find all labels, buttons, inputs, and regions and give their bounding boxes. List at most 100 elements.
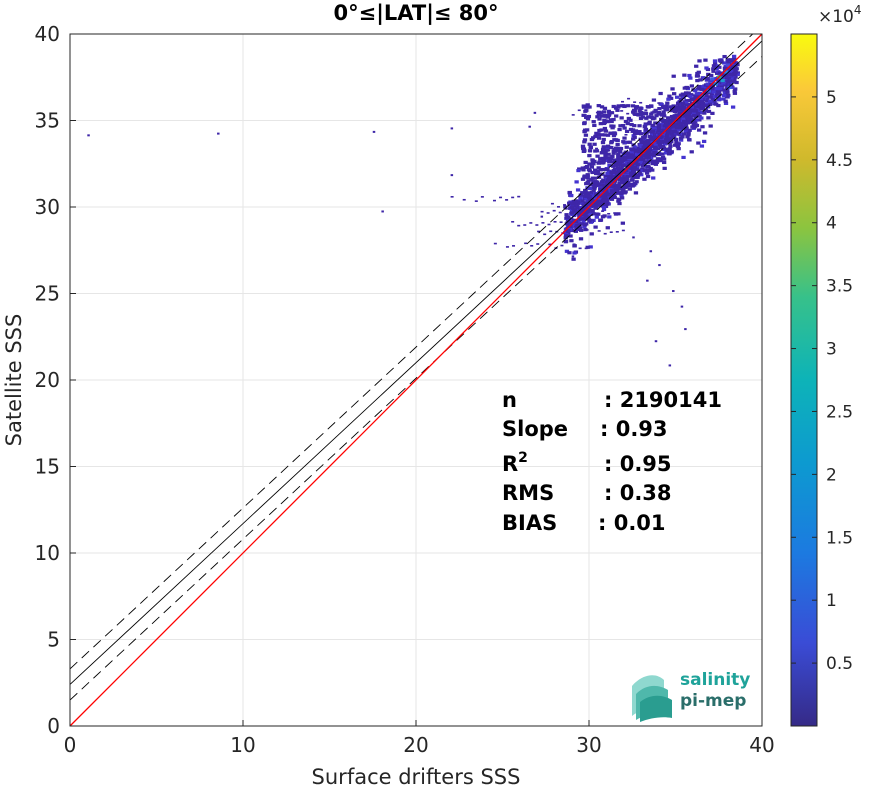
- density-cell: [644, 116, 649, 120]
- density-cell: [588, 146, 594, 150]
- density-cell: [604, 181, 610, 185]
- density-cell: [725, 58, 730, 62]
- density-cell: [611, 117, 616, 122]
- density-cell: [696, 104, 702, 108]
- density-cell: [599, 111, 604, 115]
- density-cell: [572, 243, 576, 246]
- density-cell: [670, 87, 675, 91]
- density-cell: [612, 131, 617, 135]
- density-cell: [684, 103, 690, 107]
- stat-label: BIAS: [502, 511, 557, 535]
- density-cell: [726, 80, 731, 84]
- density-cell: [644, 156, 649, 160]
- density-cell: [511, 196, 515, 199]
- density-cell: [600, 133, 605, 137]
- density-cell: [589, 232, 594, 236]
- density-cell: [601, 198, 606, 202]
- density-cell: [660, 155, 666, 159]
- density-cell: [590, 194, 595, 198]
- density-cell: [706, 87, 711, 91]
- density-cell: [663, 151, 669, 155]
- x-axis-label: Surface drifters SSS: [312, 765, 521, 788]
- density-cell: [596, 113, 601, 117]
- density-cell: [607, 174, 613, 178]
- density-cell: [649, 112, 654, 116]
- density-cell: [593, 225, 598, 229]
- density-cell: [474, 200, 478, 202]
- density-cell: [658, 145, 663, 150]
- density-cell: [505, 199, 509, 201]
- density-cell: [664, 133, 670, 137]
- density-cell: [603, 151, 608, 155]
- density-cell: [700, 125, 705, 129]
- density-cell: [606, 120, 611, 124]
- density-cell: [692, 113, 697, 118]
- density-cell: [711, 69, 716, 73]
- density-cell: [662, 166, 667, 170]
- y-tick-label: 30: [35, 195, 60, 219]
- density-cell: [699, 116, 704, 120]
- density-cell: [657, 102, 661, 104]
- density-cell: [601, 148, 605, 150]
- density-cell: [548, 243, 552, 246]
- density-cell: [622, 158, 627, 162]
- density-cell: [725, 83, 730, 87]
- density-cell: [580, 166, 585, 170]
- density-cell: [517, 195, 521, 198]
- density-cell: [680, 305, 684, 308]
- density-cell: [688, 94, 693, 99]
- density-cell: [688, 117, 693, 121]
- density-cell: [652, 116, 657, 120]
- density-cell: [711, 94, 716, 99]
- density-cell: [647, 150, 652, 154]
- density-cell: [664, 123, 669, 127]
- density-cell: [640, 115, 645, 119]
- density-cell: [653, 121, 658, 125]
- density-cell: [693, 89, 698, 93]
- density-cell: [603, 156, 608, 160]
- density-cell: [612, 167, 618, 171]
- density-cell: [577, 213, 582, 217]
- density-cell: [687, 98, 692, 103]
- density-cell: [575, 203, 579, 206]
- density-cell: [570, 205, 575, 209]
- density-cell: [582, 223, 588, 227]
- density-cell: [662, 142, 667, 146]
- density-cell: [636, 133, 640, 135]
- density-cell: [651, 98, 657, 102]
- density-cell: [550, 202, 554, 205]
- density-cell: [597, 201, 602, 205]
- density-cell: [480, 196, 484, 198]
- density-cell: [732, 73, 737, 77]
- density-cell: [646, 169, 652, 173]
- density-cell: [587, 149, 593, 153]
- density-cell: [659, 102, 664, 107]
- density-cell: [563, 231, 569, 235]
- density-cell: [717, 71, 723, 75]
- density-cell: [585, 164, 590, 169]
- density-cell: [590, 170, 595, 175]
- density-cell: [462, 198, 466, 201]
- density-cell: [627, 140, 633, 144]
- density-cell: [735, 63, 740, 67]
- density-cell: [672, 134, 676, 136]
- density-cell: [609, 157, 614, 161]
- density-cell: [696, 101, 701, 105]
- density-cell: [642, 134, 648, 138]
- density-cell: [606, 113, 612, 117]
- density-cell: [613, 212, 617, 214]
- density-cell: [601, 121, 607, 126]
- density-cell: [650, 111, 654, 113]
- density-cell: [686, 118, 691, 122]
- density-cell: [599, 105, 605, 109]
- density-cell: [666, 140, 671, 144]
- density-cell: [596, 136, 602, 140]
- density-cell: [669, 132, 674, 136]
- density-cell: [653, 146, 658, 150]
- density-cell: [729, 76, 734, 80]
- density-cell: [628, 155, 633, 159]
- density-cell: [712, 62, 718, 66]
- density-cell: [643, 144, 649, 149]
- density-cell: [653, 135, 659, 140]
- density-cell: [716, 82, 721, 86]
